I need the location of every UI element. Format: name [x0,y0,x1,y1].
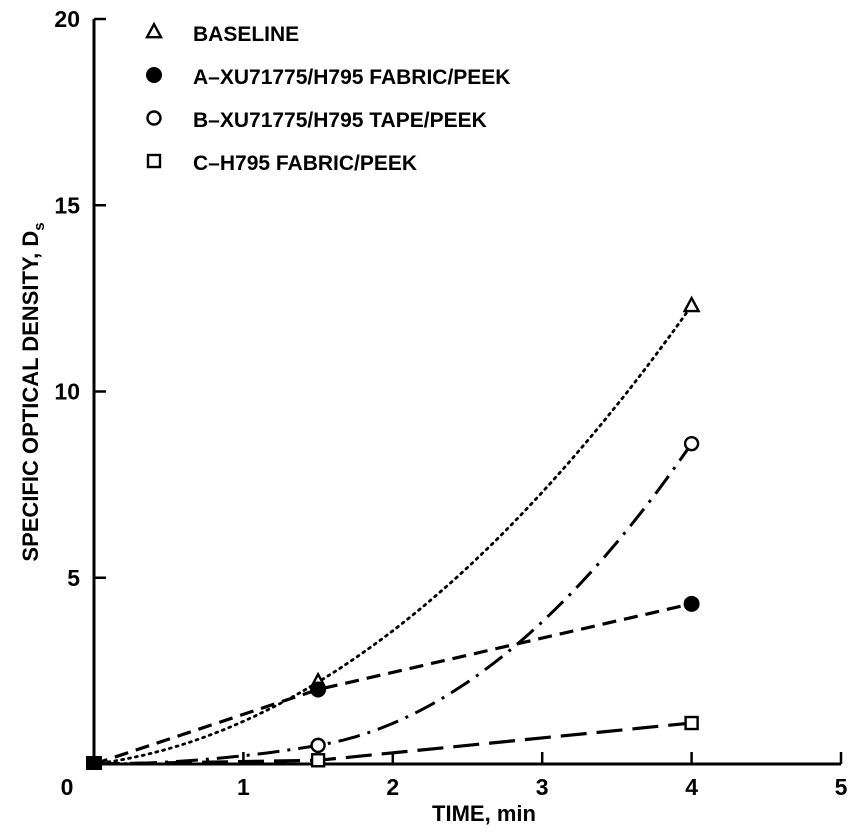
y-axis-title-main: SPECIFIC OPTICAL DENSITY, D [18,231,43,562]
x-tick-label-0: 0 [61,774,74,800]
series-1-point-2 [683,595,700,612]
legend-label-0: BASELINE [193,23,299,46]
x-tick-label-1: 1 [237,774,250,800]
series-line-0 [92,304,693,766]
series-line-2 [94,442,693,766]
legend-marker-0 [144,21,164,39]
legend-marker-1 [146,67,162,83]
origin-marker-cluster [86,756,102,770]
legend-marker-2 [146,110,162,126]
series-2-point-1 [310,737,326,754]
legend-label-3: C–H795 FABRIC/PEEK [193,152,417,175]
y-tick-label-20: 20 [54,6,80,32]
x-tick-label-5: 5 [835,774,848,800]
series-2-point-2 [683,435,700,452]
y-tick-label-15: 15 [54,192,80,218]
series-line-1 [93,602,692,766]
legend: BASELINE A–XU71775/H795 FABRIC/PEEK B–XU71… [144,21,510,175]
y-tick-label-10: 10 [54,379,80,405]
series-3-point-1 [310,753,326,768]
x-axis-title: TIME, min [432,801,536,826]
y-axis-title: SPECIFIC OPTICAL DENSITY, Ds [18,222,48,561]
legend-marker-3 [146,153,162,169]
legend-label-2: B–XU71775/H795 TAPE/PEEK [193,109,487,132]
series-3-point-2 [684,715,699,731]
series-markers [86,295,701,770]
legend-label-1: A–XU71775/H795 FABRIC/PEEK [193,66,510,89]
y-axis-title-subscript: s [31,222,48,230]
tick-labels: 0 1 2 3 4 5 5 10 15 20 [54,6,847,800]
series-lines [92,304,693,766]
series-1-point-1 [310,681,327,698]
x-tick-label-4: 4 [685,774,698,800]
x-tick-label-2: 2 [386,774,399,800]
y-tick-label-5: 5 [67,565,80,591]
x-tick-label-3: 3 [536,774,549,800]
series-0-point-2 [682,295,701,313]
